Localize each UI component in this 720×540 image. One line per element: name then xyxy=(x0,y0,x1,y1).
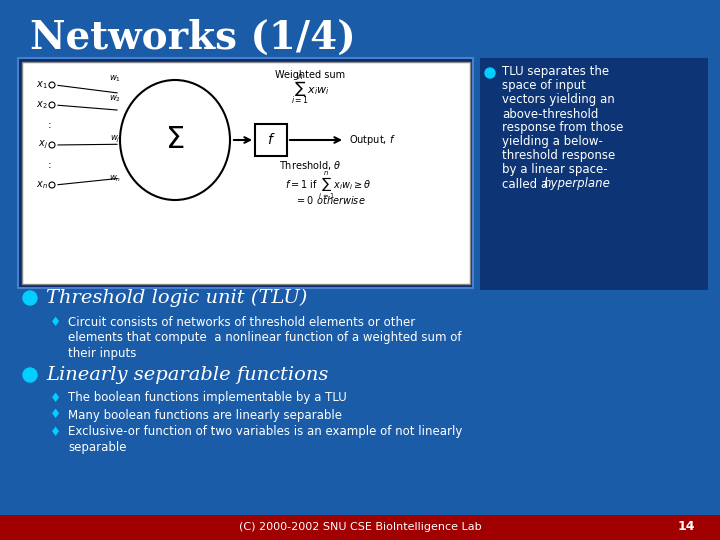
Text: :: : xyxy=(48,160,52,170)
Text: ♦: ♦ xyxy=(50,316,62,329)
FancyBboxPatch shape xyxy=(255,124,287,156)
FancyBboxPatch shape xyxy=(18,58,473,288)
Circle shape xyxy=(23,368,37,382)
Ellipse shape xyxy=(120,80,230,200)
Text: $\Sigma$: $\Sigma$ xyxy=(166,125,185,156)
Text: Many boolean functions are linearly separable: Many boolean functions are linearly sepa… xyxy=(68,408,342,422)
Text: $w_2$: $w_2$ xyxy=(109,94,121,104)
Text: hyperplane: hyperplane xyxy=(544,178,611,191)
Text: Weighted sum: Weighted sum xyxy=(275,70,345,80)
Circle shape xyxy=(49,142,55,148)
Text: Exclusive-or function of two variables is an example of not linearly: Exclusive-or function of two variables i… xyxy=(68,426,462,438)
Text: separable: separable xyxy=(68,441,127,454)
Text: $x_j$: $x_j$ xyxy=(38,139,48,151)
Text: The boolean functions implementable by a TLU: The boolean functions implementable by a… xyxy=(68,392,347,404)
Text: ♦: ♦ xyxy=(50,392,62,404)
Text: Threshold logic unit (TLU): Threshold logic unit (TLU) xyxy=(46,289,307,307)
Text: called a: called a xyxy=(502,178,552,191)
Text: yielding a below-: yielding a below- xyxy=(502,136,603,148)
Circle shape xyxy=(485,68,495,78)
Text: by a linear space-: by a linear space- xyxy=(502,164,608,177)
Circle shape xyxy=(23,291,37,305)
Text: $= 0$ otherwise: $= 0$ otherwise xyxy=(295,194,366,206)
Text: Networks (1/4): Networks (1/4) xyxy=(30,19,356,57)
Text: $w_j$: $w_j$ xyxy=(109,133,120,145)
Text: $x_n$: $x_n$ xyxy=(36,179,48,191)
Text: their inputs: their inputs xyxy=(68,347,136,360)
Text: $x_2$: $x_2$ xyxy=(37,99,48,111)
Text: $w_n$: $w_n$ xyxy=(109,174,121,184)
Text: threshold response: threshold response xyxy=(502,150,616,163)
Text: $f$: $f$ xyxy=(266,132,275,147)
Text: 14: 14 xyxy=(678,521,695,534)
Circle shape xyxy=(49,182,55,188)
Text: $f = 1$ if $\sum_{i=1}^{n} x_i w_i \geq \theta$: $f = 1$ if $\sum_{i=1}^{n} x_i w_i \geq … xyxy=(285,169,372,201)
Text: ♦: ♦ xyxy=(50,408,62,422)
Text: vectors yielding an: vectors yielding an xyxy=(502,93,615,106)
Text: elements that compute  a nonlinear function of a weighted sum of: elements that compute a nonlinear functi… xyxy=(68,332,462,345)
Text: :: : xyxy=(48,120,52,130)
Text: $x_1$: $x_1$ xyxy=(37,79,48,91)
Text: TLU separates the: TLU separates the xyxy=(502,65,609,78)
Circle shape xyxy=(49,82,55,88)
Text: Linearly separable functions: Linearly separable functions xyxy=(46,366,328,384)
Text: Circuit consists of networks of threshold elements or other: Circuit consists of networks of threshol… xyxy=(68,316,415,329)
Text: space of input: space of input xyxy=(502,79,586,92)
Text: $w_1$: $w_1$ xyxy=(109,74,121,84)
Text: $\sum_{i=1}^{n} x_i w_i$: $\sum_{i=1}^{n} x_i w_i$ xyxy=(291,73,330,107)
Text: ♦: ♦ xyxy=(50,426,62,438)
Text: (C) 2000-2002 SNU CSE BioIntelligence Lab: (C) 2000-2002 SNU CSE BioIntelligence La… xyxy=(239,522,481,532)
Text: response from those: response from those xyxy=(502,122,624,134)
Text: above-threshold: above-threshold xyxy=(502,107,598,120)
FancyBboxPatch shape xyxy=(480,58,708,290)
FancyBboxPatch shape xyxy=(0,515,720,540)
Text: Output, $f$: Output, $f$ xyxy=(349,133,396,147)
Circle shape xyxy=(49,102,55,108)
Text: Threshold, $\theta$: Threshold, $\theta$ xyxy=(279,159,341,172)
FancyBboxPatch shape xyxy=(22,62,470,284)
